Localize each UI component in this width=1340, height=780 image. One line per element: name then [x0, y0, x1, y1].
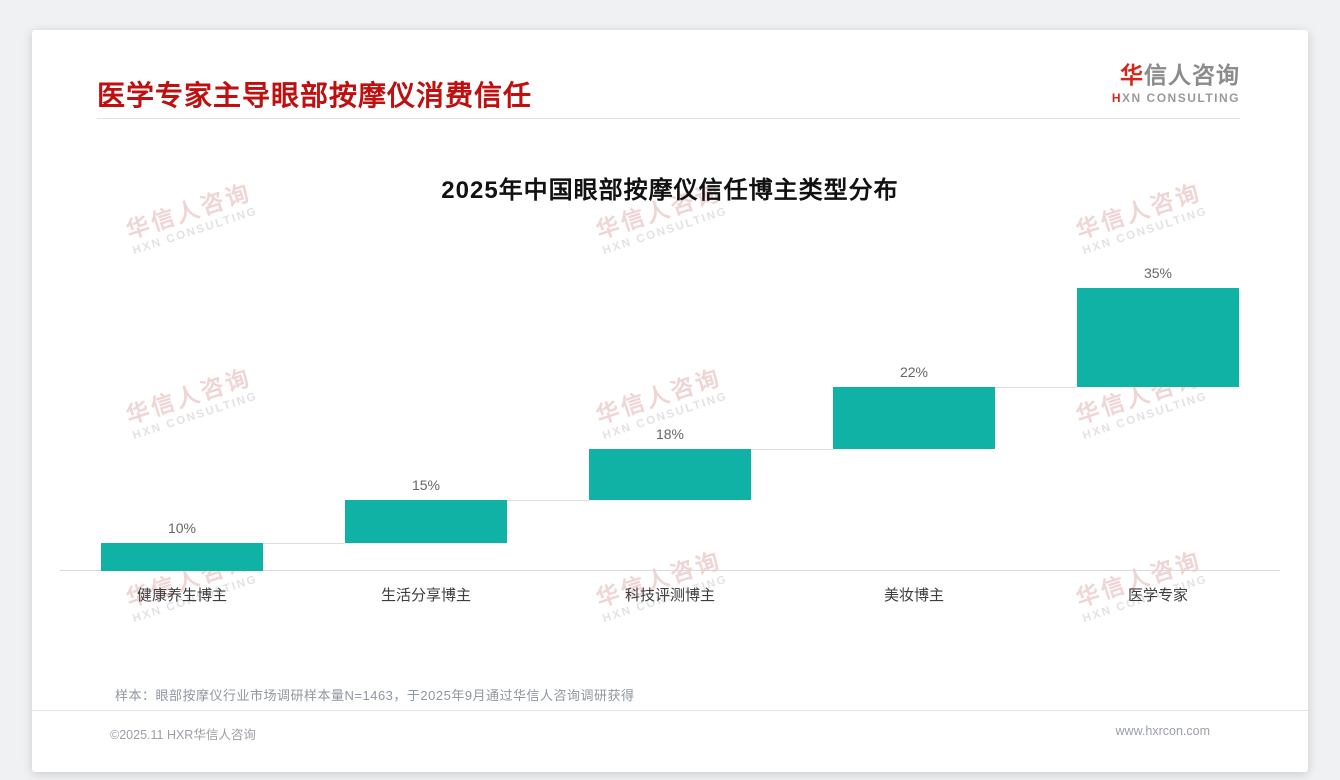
footer-divider [32, 710, 1308, 711]
brand-logo-accent: 华 [1120, 62, 1144, 88]
sample-note: 样本：眼部按摩仪行业市场调研样本量N=1463，于2025年9月通过华信人咨询调… [115, 688, 635, 703]
category-label: 美妆博主 [883, 587, 944, 604]
report-card: 华信人咨询 HXN CONSULTING 华信人咨询 HXN CONSULTING 华信… [32, 30, 1308, 772]
bar-value-label: 10% [167, 519, 197, 536]
brand-logo: 华信人咨询 HXN CONSULTING [1112, 56, 1240, 105]
brand-logo-chinese: 华信人咨询 [1112, 56, 1240, 90]
waterfall-connector [751, 449, 833, 451]
waterfall-connector [507, 500, 589, 502]
bar-value-label: 15% [411, 477, 441, 494]
bar-科技评测博主 [589, 449, 751, 501]
copyright-text: ©2025.11 HXR华信人咨询 [110, 728, 256, 742]
bar-医学专家 [1077, 288, 1239, 388]
page-title: 医学专家主导眼部按摩仪消费信任 [97, 80, 533, 111]
bar-value-label: 22% [899, 364, 929, 381]
bar-健康养生博主 [101, 542, 263, 571]
bar-value-label: 18% [655, 426, 685, 443]
bar-美妆博主 [833, 387, 995, 450]
chart-title: 2025年中国眼部按摩仪信任博主类型分布 [441, 177, 899, 204]
title-divider [97, 118, 1240, 119]
bar-value-label: 35% [1143, 265, 1173, 281]
waterfall-connector [263, 542, 345, 544]
category-label: 科技评测博主 [624, 587, 715, 604]
waterfall-connector [995, 387, 1077, 389]
x-axis-line [60, 570, 1280, 571]
brand-logo-en-accent: H [1111, 91, 1123, 105]
category-label: 生活分享博主 [380, 587, 471, 604]
category-label: 医学专家 [1127, 587, 1188, 604]
footer: ©2025.11 HXR华信人咨询 www.hxrcon.com [32, 724, 1308, 743]
bar-生活分享博主 [345, 500, 507, 543]
category-label: 健康养生博主 [136, 587, 227, 604]
waterfall-chart: 10% 健康养生博主 15% 生活分享博主 18% 科技评测博主 22% 美妆博主 35% 医学专… [60, 231, 1280, 604]
brand-logo-text: 信人咨询 [1144, 62, 1240, 88]
website-link[interactable]: www.hxrcon.com [1115, 724, 1210, 738]
brand-logo-english: HXN CONSULTING [1112, 91, 1240, 105]
brand-logo-en-text: XN CONSULTING [1122, 91, 1240, 105]
